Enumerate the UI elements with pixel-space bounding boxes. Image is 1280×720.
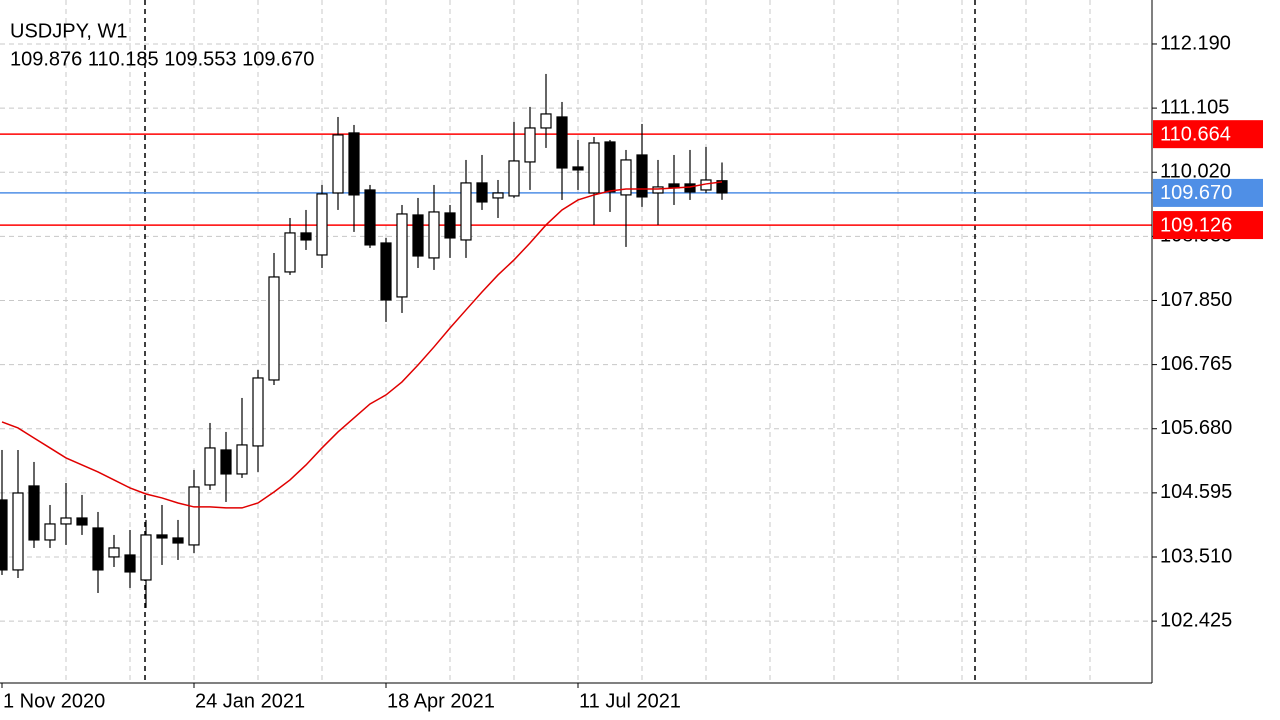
candle-body [476, 182, 488, 203]
y-tick-label: 107.850 [1160, 289, 1232, 311]
level-price-label: 109.670 [1160, 182, 1232, 204]
candle-body [348, 132, 360, 196]
candle-body [412, 214, 424, 257]
x-tick-label: 1 Nov 2020 [3, 690, 105, 712]
candle-body [620, 159, 632, 196]
candle-body [364, 189, 376, 246]
axis-labels: 112.190111.105110.020108.935107.850106.7… [1, 32, 1263, 712]
candle-body [76, 517, 88, 526]
y-tick-label: 103.510 [1160, 545, 1232, 567]
level-price-box [1153, 211, 1263, 240]
moving-average [1, 181, 723, 509]
level-price-box [1153, 178, 1263, 207]
y-tick-label: 104.595 [1160, 481, 1232, 503]
candle-body [108, 547, 120, 558]
candle-body [684, 183, 696, 193]
y-tick-label: 110.020 [1160, 161, 1231, 183]
candle-body [316, 193, 328, 256]
x-tick-label: 24 Jan 2021 [195, 690, 305, 712]
candle-body [396, 213, 408, 298]
candle-body [220, 449, 232, 475]
candle-body [524, 127, 536, 163]
candle-body [156, 534, 168, 539]
candle-body [188, 486, 200, 546]
candle-body [604, 141, 616, 193]
candle-body [716, 180, 728, 194]
candle-body [540, 113, 552, 129]
candle-body [172, 537, 184, 544]
ohlc-readout: 109.876 110.185 109.553 109.670 [10, 48, 314, 70]
candle-body [92, 527, 104, 571]
candle-body [652, 186, 664, 194]
plot-area [0, 73, 1152, 608]
candle-body [380, 242, 392, 301]
grid [0, 0, 1152, 683]
candle-body [252, 377, 264, 447]
y-tick-label: 102.425 [1160, 609, 1232, 631]
candle-body [28, 485, 40, 541]
candle-body [204, 447, 216, 486]
y-tick-label: 111.105 [1160, 96, 1229, 118]
y-tick-label: 112.190 [1160, 32, 1231, 54]
candle-body [492, 192, 504, 199]
candle-body [572, 166, 584, 171]
candle-body [460, 182, 472, 241]
candle-body [268, 276, 280, 381]
candle-body [140, 534, 152, 581]
y-tick-label: 106.765 [1160, 353, 1232, 375]
candle-body [556, 116, 568, 169]
candle-body [588, 142, 600, 194]
chart-title: USDJPY, W1 [10, 20, 127, 42]
x-tick-label: 18 Apr 2021 [387, 690, 495, 712]
level-price-box [1153, 120, 1263, 149]
x-tick-label: 11 Jul 2021 [579, 690, 681, 712]
candle-body [636, 154, 648, 198]
candle-body [444, 212, 456, 239]
level-price-label: 109.126 [1160, 214, 1232, 236]
level-price-label: 110.664 [1160, 123, 1231, 145]
candle-body [508, 160, 520, 197]
candle-body [60, 517, 72, 525]
candle-body [428, 211, 440, 259]
y-tick-label: 105.680 [1160, 417, 1232, 439]
candle-body [284, 232, 296, 273]
candle-body [300, 232, 312, 241]
candle-body [12, 492, 24, 571]
candle-body [44, 523, 56, 541]
candle-body [124, 554, 136, 573]
candle-body [332, 134, 344, 194]
candle-body [0, 499, 8, 571]
candle-body [236, 444, 248, 475]
